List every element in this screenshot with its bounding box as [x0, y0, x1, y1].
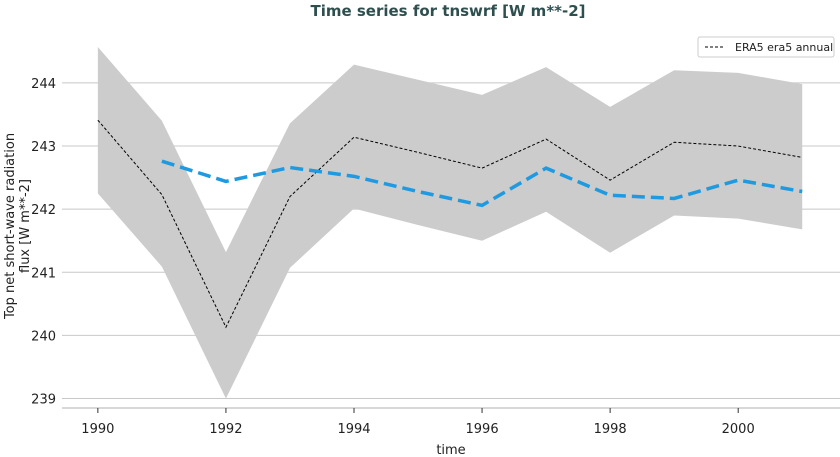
axes: 239 240 241 242 243 244 1990 1992 1994 1996 1998 20… — [31, 77, 840, 437]
series-line-blue — [161, 159, 803, 208]
y-tick-label: 243 — [31, 140, 56, 155]
series-line-era5 — [97, 119, 803, 329]
x-tick-label: 1990 — [81, 422, 114, 437]
legend-label-era5: ERA5 era5 annual — [735, 41, 833, 54]
legend-box — [697, 36, 835, 58]
chart-title: Time series for tnswrf [W m**-2] — [310, 2, 585, 20]
x-axis-label: time — [436, 443, 465, 457]
x-tick-label: 1996 — [466, 422, 499, 437]
x-tick-label: 1992 — [209, 422, 242, 437]
y-tick-label: 244 — [31, 77, 56, 92]
band-layer — [97, 46, 803, 399]
y-axis-label-line2: flux [W m**-2] — [18, 179, 33, 273]
y-tick-label: 240 — [31, 329, 56, 344]
x-tick-label: 2000 — [722, 422, 755, 437]
uncertainty-band — [97, 46, 803, 399]
y-tick-label: 242 — [31, 203, 56, 218]
lines-layer — [97, 119, 803, 329]
y-tick-label: 241 — [31, 266, 56, 281]
legend: ERA5 era5 annual — [697, 36, 835, 58]
x-tick-label: 1998 — [594, 422, 627, 437]
y-axis-label-line1: Top net short-wave radiation — [3, 133, 18, 320]
x-tick-label: 1994 — [337, 422, 370, 437]
y-tick-label: 239 — [31, 393, 56, 408]
